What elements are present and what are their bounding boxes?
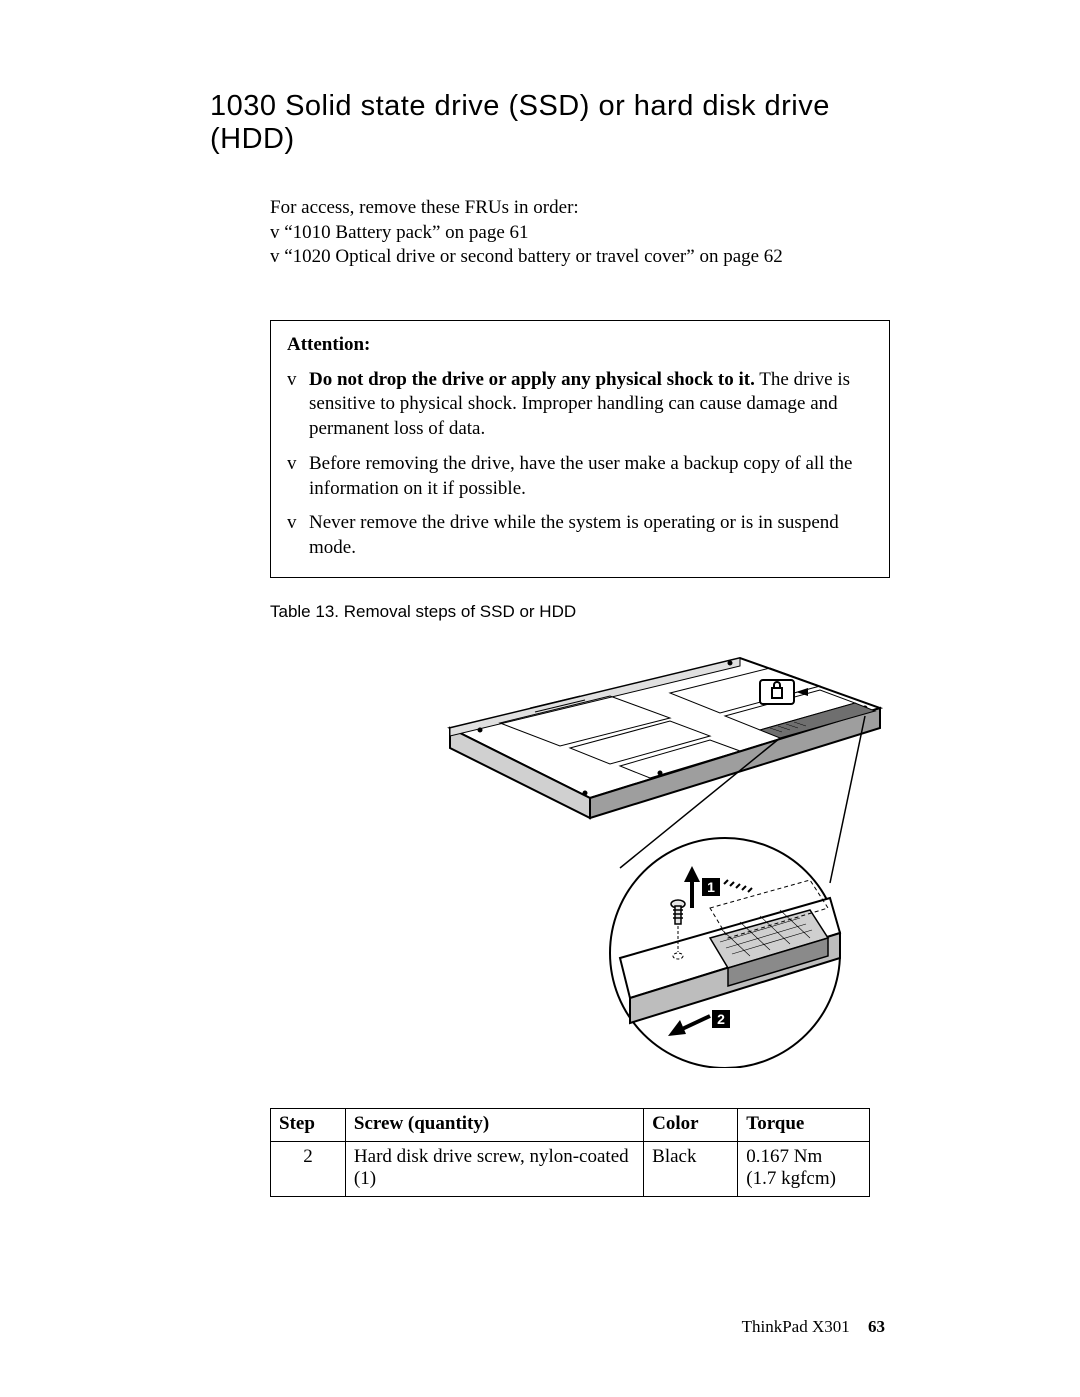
screw-table: Step Screw (quantity) Color Torque 2 Har… bbox=[270, 1108, 870, 1197]
attention-box: Attention: Do not drop the drive or appl… bbox=[270, 320, 890, 578]
attention-item-1-bold: Do not drop the drive or apply any physi… bbox=[309, 369, 755, 390]
cell-color: Black bbox=[644, 1141, 738, 1196]
svg-text:1: 1 bbox=[707, 879, 715, 895]
page-footer: ThinkPad X301 63 bbox=[742, 1317, 885, 1337]
svg-text:2: 2 bbox=[717, 1011, 725, 1027]
bullet-v-icon bbox=[270, 222, 284, 243]
callout-1: 1 bbox=[702, 878, 720, 896]
intro-item-2-text: “1020 Optical drive or second battery or… bbox=[284, 246, 783, 267]
intro-block: For access, remove these FRUs in order: … bbox=[270, 196, 890, 270]
intro-item-1-text: “1010 Battery pack” on page 61 bbox=[284, 222, 528, 243]
footer-model: ThinkPad X301 bbox=[742, 1317, 850, 1336]
attention-item-3-rest: Never remove the drive while the system … bbox=[309, 512, 839, 558]
section-title: 1030 Solid state drive (SSD) or hard dis… bbox=[210, 90, 890, 156]
attention-item-1: Do not drop the drive or apply any physi… bbox=[287, 368, 873, 442]
cell-torque: 0.167 Nm (1.7 kgfcm) bbox=[738, 1141, 870, 1196]
attention-heading: Attention: bbox=[287, 333, 873, 358]
callout-2: 2 bbox=[712, 1010, 730, 1028]
intro-item-1: “1010 Battery pack” on page 61 bbox=[270, 221, 890, 246]
page: 1030 Solid state drive (SSD) or hard dis… bbox=[0, 0, 1080, 1397]
ssd-hdd-diagram: 1 2 bbox=[410, 638, 890, 1068]
col-torque: Torque bbox=[738, 1108, 870, 1141]
cell-torque-1: 0.167 Nm bbox=[746, 1146, 822, 1167]
intro-lead: For access, remove these FRUs in order: bbox=[270, 196, 890, 221]
intro-item-2: “1020 Optical drive or second battery or… bbox=[270, 245, 890, 270]
attention-list: Do not drop the drive or apply any physi… bbox=[287, 368, 873, 561]
attention-item-2-rest: Before removing the drive, have the user… bbox=[309, 453, 852, 499]
attention-item-2: Before removing the drive, have the user… bbox=[287, 452, 873, 501]
attention-item-3: Never remove the drive while the system … bbox=[287, 511, 873, 560]
figure: 1 2 bbox=[270, 638, 890, 1068]
table-row: 2 Hard disk drive screw, nylon-coated (1… bbox=[271, 1141, 870, 1196]
footer-page-number: 63 bbox=[868, 1317, 885, 1336]
cell-screw: Hard disk drive screw, nylon-coated (1) bbox=[345, 1141, 643, 1196]
cell-torque-2: (1.7 kgfcm) bbox=[746, 1168, 836, 1189]
table-header-row: Step Screw (quantity) Color Torque bbox=[271, 1108, 870, 1141]
table-caption: Table 13. Removal steps of SSD or HDD bbox=[270, 602, 890, 622]
col-step: Step bbox=[271, 1108, 346, 1141]
col-color: Color bbox=[644, 1108, 738, 1141]
cell-step: 2 bbox=[271, 1141, 346, 1196]
bullet-v-icon bbox=[270, 246, 284, 267]
col-screw: Screw (quantity) bbox=[345, 1108, 643, 1141]
